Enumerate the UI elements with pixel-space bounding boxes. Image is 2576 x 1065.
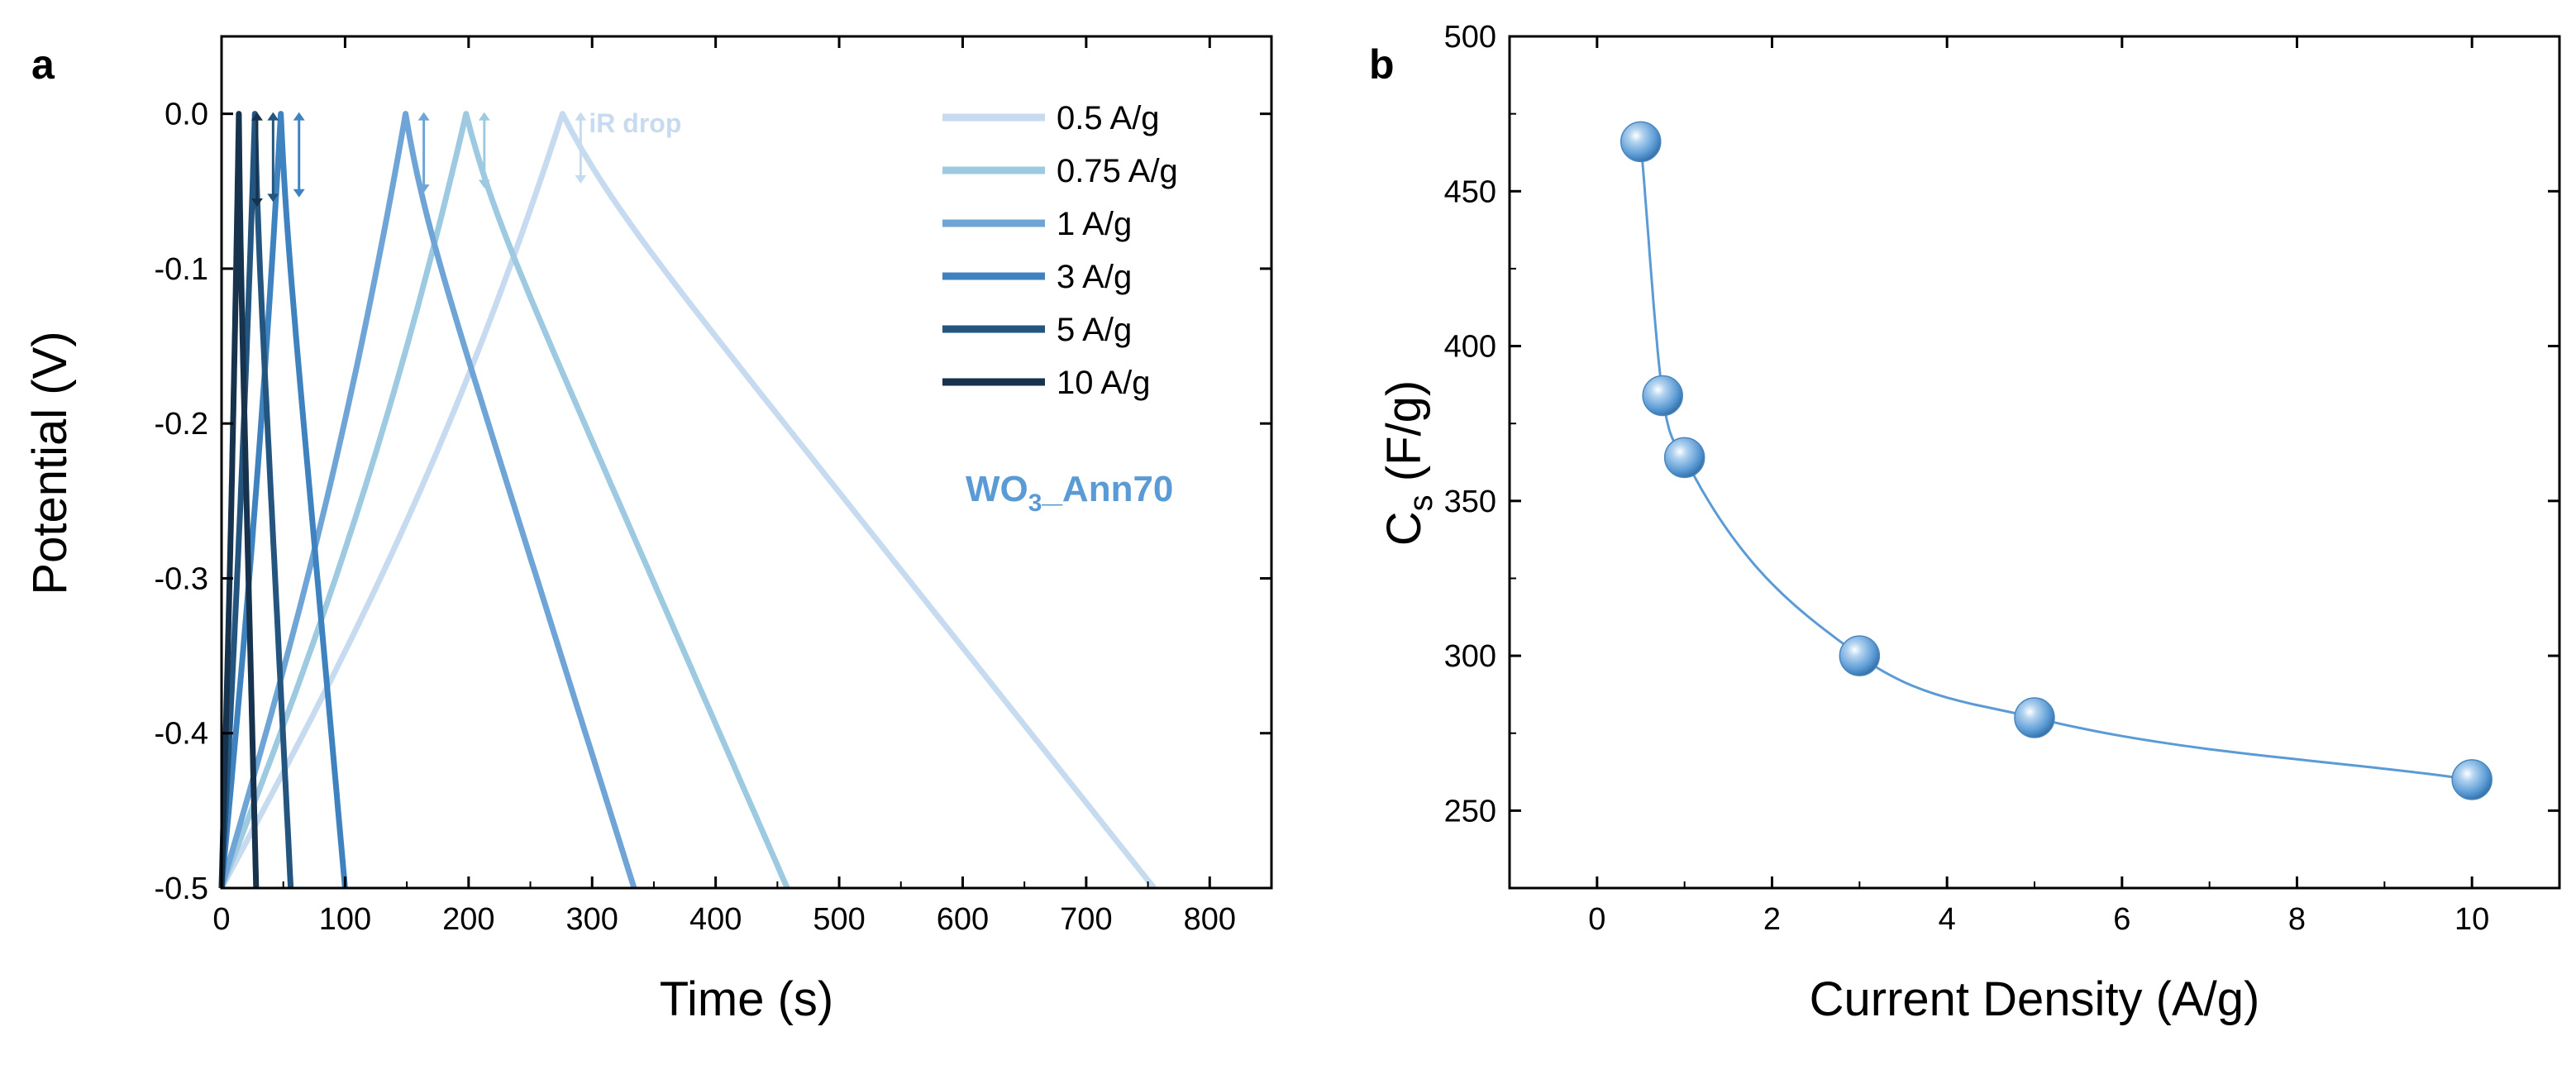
data-point xyxy=(2014,697,2055,738)
series-line-6 xyxy=(218,111,260,889)
x-tick-label: 100 xyxy=(319,902,371,937)
y-axis-title-rest: (F/g) xyxy=(1377,380,1431,495)
panel-a-label: a xyxy=(31,41,55,88)
x-tick-label: 800 xyxy=(1184,902,1236,937)
x-tick-label: 0 xyxy=(212,902,230,937)
sample-label: WO3_Ann70 xyxy=(966,469,1173,517)
ir-arrow-head-down xyxy=(575,174,587,184)
y-tick-label: 450 xyxy=(1444,174,1496,209)
ir-arrow-head-down xyxy=(293,189,305,198)
y-axis-title-sub: s xyxy=(1403,494,1439,511)
series-line-5 xyxy=(218,111,294,889)
sample-label-sub: 3 xyxy=(1028,490,1042,517)
panel-b-label: b xyxy=(1369,41,1395,88)
y-axis-title: Cs (F/g) xyxy=(1377,380,1439,546)
sample-label-main: WO xyxy=(966,469,1028,509)
data-point xyxy=(1839,635,1881,676)
ir-arrow-head-up xyxy=(250,112,263,121)
legend-label: 5 A/g xyxy=(1057,312,1132,348)
ir-arrow-head-down xyxy=(250,198,263,207)
ir-arrow-head-down xyxy=(267,193,279,203)
legend-label: 10 A/g xyxy=(1057,365,1150,401)
ir-arrow-head-down xyxy=(478,179,490,189)
ir-arrow-head-up xyxy=(417,112,430,121)
x-tick-label: 200 xyxy=(442,902,494,937)
series-line-4 xyxy=(218,111,348,889)
y-tick-label: -0.4 xyxy=(155,717,208,752)
y-tick-label: 350 xyxy=(1444,485,1496,519)
ir-drop-markers xyxy=(250,112,587,207)
ir-arrow-head-up xyxy=(575,112,587,121)
x-tick-label: 600 xyxy=(937,902,989,937)
y-tick-label: 500 xyxy=(1444,20,1496,55)
data-point xyxy=(1663,437,1705,479)
x-tick-label: 500 xyxy=(813,902,865,937)
x-tick-label: 8 xyxy=(2288,902,2306,937)
y-axis-title-main: C xyxy=(1377,511,1431,546)
x-tick-label: 4 xyxy=(1939,902,1956,937)
data-points xyxy=(1620,121,2493,800)
panel-a-charge-discharge-chart: a iR drop 0 100 200 300 400 500 600 700 800 0.0 -… xyxy=(23,35,1273,1026)
x-tick-label: 400 xyxy=(689,902,742,937)
x-tick-label: 2 xyxy=(1763,902,1781,937)
y-axis-ticks: 250 300 350 400 450 500 xyxy=(1444,20,2559,829)
fit-curve xyxy=(1639,141,2473,781)
sample-label-rest: _Ann70 xyxy=(1041,469,1173,509)
x-axis-title: Time (s) xyxy=(660,972,833,1026)
x-tick-label: 10 xyxy=(2454,902,2489,937)
legend-label: 3 A/g xyxy=(1057,259,1132,295)
ir-drop-annotation: iR drop xyxy=(589,108,681,138)
ir-arrow-head-up xyxy=(293,112,305,121)
x-axis-title: Current Density (A/g) xyxy=(1810,972,2260,1026)
y-tick-label: 250 xyxy=(1444,794,1496,829)
legend-label: 1 A/g xyxy=(1057,206,1132,242)
y-tick-label: -0.2 xyxy=(155,407,208,442)
y-tick-label: 0.0 xyxy=(165,98,208,132)
legend-label: 0.5 A/g xyxy=(1057,100,1160,136)
y-tick-label: 300 xyxy=(1444,639,1496,674)
ir-arrow-head-up xyxy=(478,112,490,121)
data-point xyxy=(2451,759,2493,800)
charge-discharge-curves xyxy=(218,111,1157,891)
series-line-3 xyxy=(218,111,637,890)
y-axis-ticks: 0.0 -0.1 -0.2 -0.3 -0.4 -0.5 xyxy=(155,98,1271,906)
data-point xyxy=(1642,375,1683,417)
x-tick-label: 700 xyxy=(1060,902,1112,937)
ir-arrow-head-up xyxy=(267,112,279,121)
series-line-1 xyxy=(218,111,1157,891)
data-point xyxy=(1620,121,1662,163)
y-tick-label: 400 xyxy=(1444,330,1496,365)
x-tick-label: 300 xyxy=(566,902,618,937)
legend-label: 0.75 A/g xyxy=(1057,153,1178,189)
y-tick-label: -0.5 xyxy=(155,872,208,906)
ir-arrow-head-down xyxy=(417,184,430,193)
x-axis-ticks: 0 100 200 300 400 500 600 700 800 xyxy=(212,36,1236,937)
y-axis-title: Potential (V) xyxy=(23,331,77,595)
x-tick-label: 0 xyxy=(1588,902,1605,937)
panel-b-capacitance-chart: b 0 2 4 6 8 10 250 300 350 400 450 500 Current Den… xyxy=(1369,20,2561,1026)
legend: 0.5 A/g 0.75 A/g 1 A/g 3 A/g 5 A/g 10 A/g xyxy=(942,100,1178,401)
series-line-2 xyxy=(218,111,790,890)
y-tick-label: -0.1 xyxy=(155,252,208,287)
panel-a-frame xyxy=(220,35,1273,890)
x-axis-ticks: 0 2 4 6 8 10 xyxy=(1588,36,2489,937)
y-tick-label: -0.3 xyxy=(155,561,208,596)
x-tick-label: 6 xyxy=(2113,902,2130,937)
